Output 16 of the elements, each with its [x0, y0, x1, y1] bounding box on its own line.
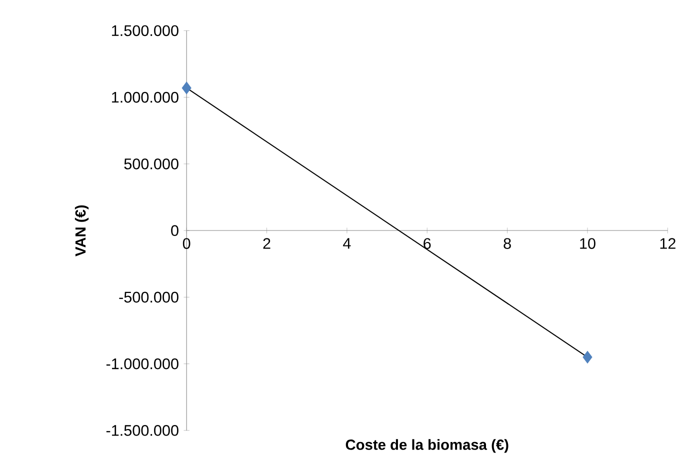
x-tick-label: 8	[504, 238, 511, 249]
x-tick-label: 12	[660, 238, 676, 249]
x-tick-label: 2	[263, 238, 270, 249]
x-tick-label: 10	[580, 238, 596, 249]
x-tick-label: 4	[343, 238, 351, 248]
y-tick-label: 1.000.000	[112, 92, 178, 102]
y-tick-label: 500.000	[124, 158, 178, 170]
y-tick-label: -500.000	[119, 292, 178, 302]
y-tick-label: 1.500.000	[112, 25, 178, 36]
x-tick-label: 6	[424, 238, 431, 249]
y-tick-label: -1.000.000	[106, 358, 178, 370]
y-tick-label: 0	[171, 224, 178, 236]
y-axis-title: VAN (€)	[74, 205, 89, 256]
x-tick-label: 0	[182, 238, 190, 249]
x-axis-title: Coste de la biomasa (€)	[346, 438, 508, 453]
y-tick-label: -1.500.000	[106, 424, 178, 436]
